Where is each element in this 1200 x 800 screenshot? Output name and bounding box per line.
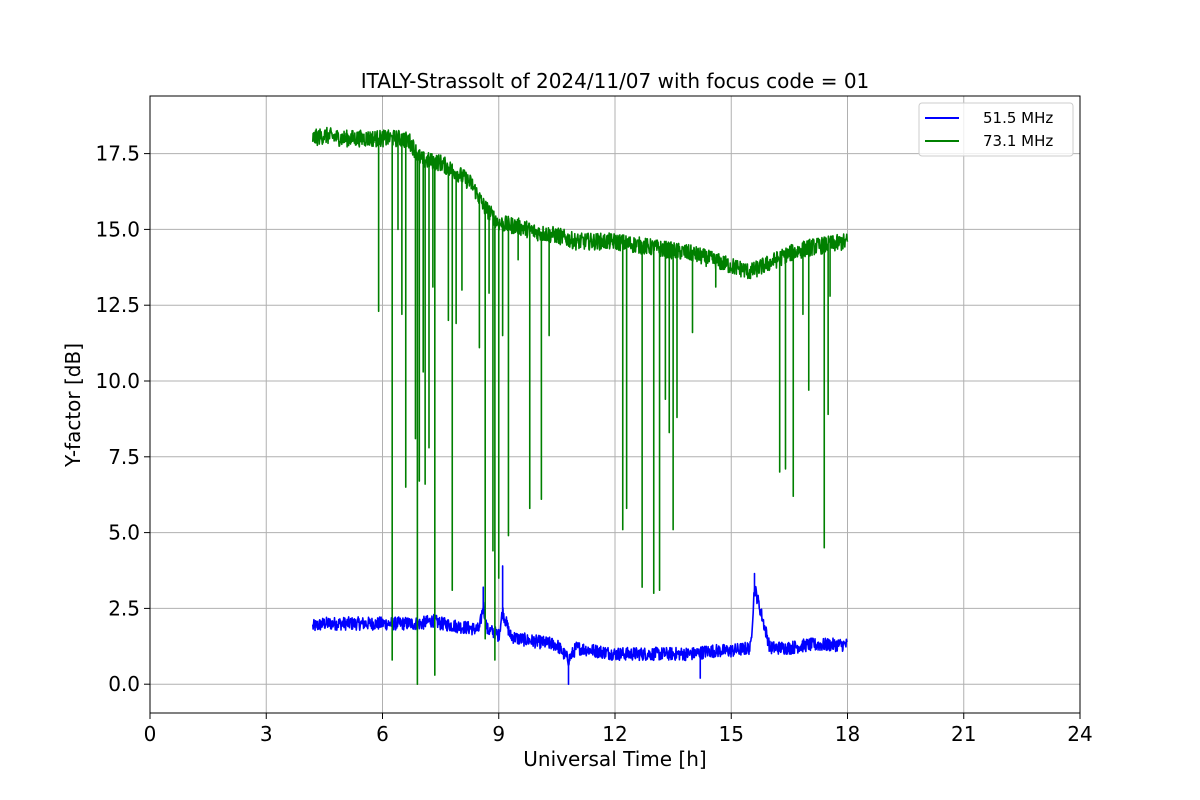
x-tick-label: 6 bbox=[376, 722, 389, 746]
legend: 51.5 MHz 73.1 MHz bbox=[918, 102, 1074, 157]
x-axis: 0 3 6 9 12 15 18 21 24 bbox=[144, 713, 1093, 746]
legend-label-73-1: 73.1 MHz bbox=[983, 132, 1053, 150]
x-tick-label: 24 bbox=[1067, 722, 1092, 746]
series-line-73-1-mhz bbox=[311, 126, 849, 685]
y-tick-label: 2.5 bbox=[108, 596, 140, 620]
y-tick-label: 15.0 bbox=[95, 217, 140, 241]
series-layer bbox=[311, 126, 849, 685]
y-tick-label: 12.5 bbox=[95, 293, 140, 317]
x-axis-label: Universal Time [h] bbox=[523, 747, 706, 771]
x-tick-label: 12 bbox=[602, 722, 627, 746]
series-line-51-5-mhz bbox=[311, 565, 848, 685]
y-tick-label: 5.0 bbox=[108, 521, 140, 545]
x-tick-label: 0 bbox=[144, 722, 157, 746]
y-axis: 0.0 2.5 5.0 7.5 10.0 12.5 15.0 17.5 bbox=[95, 142, 150, 696]
y-tick-label: 10.0 bbox=[95, 369, 140, 393]
legend-label-51-5: 51.5 MHz bbox=[983, 109, 1053, 127]
y-tick-label: 7.5 bbox=[108, 445, 140, 469]
y-axis-label: Y-factor [dB] bbox=[61, 343, 85, 468]
x-tick-label: 15 bbox=[719, 722, 744, 746]
legend-box bbox=[918, 102, 1074, 157]
y-tick-label: 17.5 bbox=[95, 142, 140, 166]
x-tick-label: 21 bbox=[951, 722, 976, 746]
x-tick-label: 18 bbox=[835, 722, 860, 746]
x-tick-label: 9 bbox=[492, 722, 505, 746]
grid bbox=[149, 96, 1081, 713]
y-tick-label: 0.0 bbox=[108, 672, 140, 696]
chart-title: ITALY-Strassolt of 2024/11/07 with focus… bbox=[361, 69, 870, 93]
x-tick-label: 3 bbox=[260, 722, 273, 746]
